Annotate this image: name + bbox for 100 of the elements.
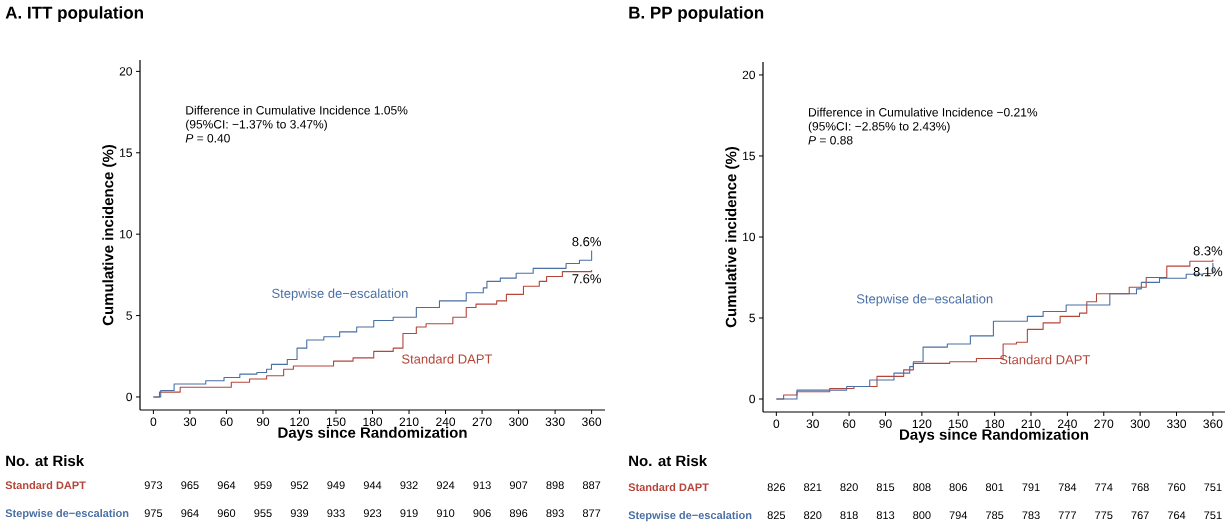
x-tick-label: 60	[843, 419, 856, 429]
text: 808	[913, 483, 931, 492]
x-tick-label: 210	[1021, 419, 1041, 429]
text: 913	[473, 481, 491, 490]
text: 910	[436, 509, 455, 518]
text: 820	[840, 483, 858, 492]
text: 820	[804, 511, 822, 520]
y-tick-label: 0	[749, 394, 756, 404]
text: 975	[144, 509, 163, 518]
y-tick-label: 10	[743, 232, 756, 242]
y-tick-label: 15	[120, 148, 132, 157]
y-tick-label: 10	[120, 229, 133, 239]
x-tick-label: 240	[1057, 419, 1077, 429]
annotation: Difference in Cumulative Incidence −0.21%	[809, 107, 1038, 117]
x-tick-label: 270	[1094, 419, 1114, 429]
x-tick-label: 180	[985, 419, 1005, 429]
x-tick-label: 90	[879, 419, 892, 429]
text: 924	[436, 481, 455, 490]
x-axis-title: Days since Randomization	[899, 428, 1089, 443]
annotation: P = 0.88	[808, 136, 853, 145]
text: 939	[290, 509, 309, 518]
text: 825	[767, 511, 786, 520]
y-axis-title: Cumulative incidence (%)	[102, 144, 117, 326]
text: 821	[804, 483, 822, 492]
y-tick-label: 5	[749, 313, 755, 323]
text: 767	[1131, 511, 1149, 520]
x-tick-label: 90	[256, 417, 270, 427]
text: 944	[363, 481, 382, 490]
text: 785	[986, 511, 1004, 520]
text: 877	[582, 509, 601, 518]
annotation: (95%CI: −2.85% to 2.43%)	[808, 121, 950, 133]
text: 751	[1204, 483, 1222, 492]
text: 952	[290, 481, 309, 490]
chart-title: B. PP population	[629, 6, 764, 23]
text: 784	[1058, 483, 1077, 492]
text: 887	[582, 481, 601, 490]
text: 919	[400, 509, 418, 518]
text: 800	[913, 511, 931, 520]
series-label: Standard DAPT	[999, 354, 1091, 365]
x-axis-title: Days since Randomization	[278, 426, 467, 441]
x-tick-label: 330	[1166, 419, 1187, 429]
text: Stepwise de−escalation	[628, 511, 752, 522]
text: 826	[767, 483, 786, 492]
text: 923	[363, 509, 382, 518]
text: 801	[985, 483, 1004, 492]
text: 818	[840, 511, 858, 520]
text: 959	[254, 481, 272, 490]
x-tick-label: 120	[912, 419, 932, 429]
text: 960	[217, 509, 236, 518]
y-tick-label: 5	[126, 311, 132, 320]
y-tick-label: 15	[743, 151, 755, 161]
text: No. at Risk	[629, 455, 708, 467]
annotation: Difference in Cumulative Incidence 1.05%	[186, 105, 408, 115]
text: 949	[327, 481, 345, 490]
x-tick-label: 60	[220, 417, 233, 427]
x-tick-label: 180	[363, 417, 383, 427]
text: 898	[546, 481, 564, 490]
x-tick-label: 300	[509, 417, 529, 427]
text: 777	[1058, 511, 1076, 519]
y-tick-label: 0	[126, 392, 133, 402]
annotation: 7.6%	[572, 274, 601, 284]
y-axis-title: Cumulative incidence (%)	[725, 146, 740, 328]
x-tick-label: 300	[1130, 419, 1150, 429]
annotation: (95%CI: −1.37% to 3.47%)	[186, 119, 327, 131]
text: 973	[144, 481, 163, 490]
x-tick-label: 330	[545, 417, 565, 427]
x-tick-label: 0	[150, 417, 157, 427]
annotation: 8.3%	[1193, 246, 1223, 256]
text: Stepwise de−escalation	[5, 509, 129, 520]
text: 794	[949, 511, 968, 520]
text: 965	[181, 481, 199, 490]
x-tick-label: 120	[290, 417, 310, 427]
series-label: Standard DAPT	[401, 354, 493, 364]
text: 933	[327, 509, 345, 518]
y-tick-label: 20	[742, 70, 756, 80]
text: 813	[876, 511, 895, 520]
text: 896	[509, 509, 528, 518]
x-tick-label: 0	[773, 419, 780, 429]
text: 964	[217, 481, 236, 490]
series-label: Stepwise de−escalation	[856, 293, 993, 307]
text: 932	[400, 481, 418, 490]
text: 907	[509, 481, 528, 490]
x-tick-label: 30	[183, 417, 197, 427]
text: 775	[1095, 511, 1113, 520]
text: 906	[473, 509, 491, 518]
text: No. at Risk	[6, 455, 85, 467]
text: 893	[546, 509, 564, 518]
x-tick-label: 150	[949, 419, 968, 429]
text: 760	[1167, 483, 1186, 492]
text: Standard DAPT	[628, 483, 709, 492]
text: 768	[1131, 483, 1149, 492]
x-tick-label: 270	[472, 417, 492, 427]
text: 955	[254, 509, 272, 518]
x-tick-label: 150	[326, 417, 346, 427]
text: 815	[876, 483, 895, 492]
annotation: 8.6%	[572, 237, 601, 247]
text: 751	[1204, 511, 1222, 520]
text: 964	[181, 509, 199, 518]
text: 764	[1167, 511, 1186, 520]
x-tick-label: 30	[806, 419, 819, 429]
